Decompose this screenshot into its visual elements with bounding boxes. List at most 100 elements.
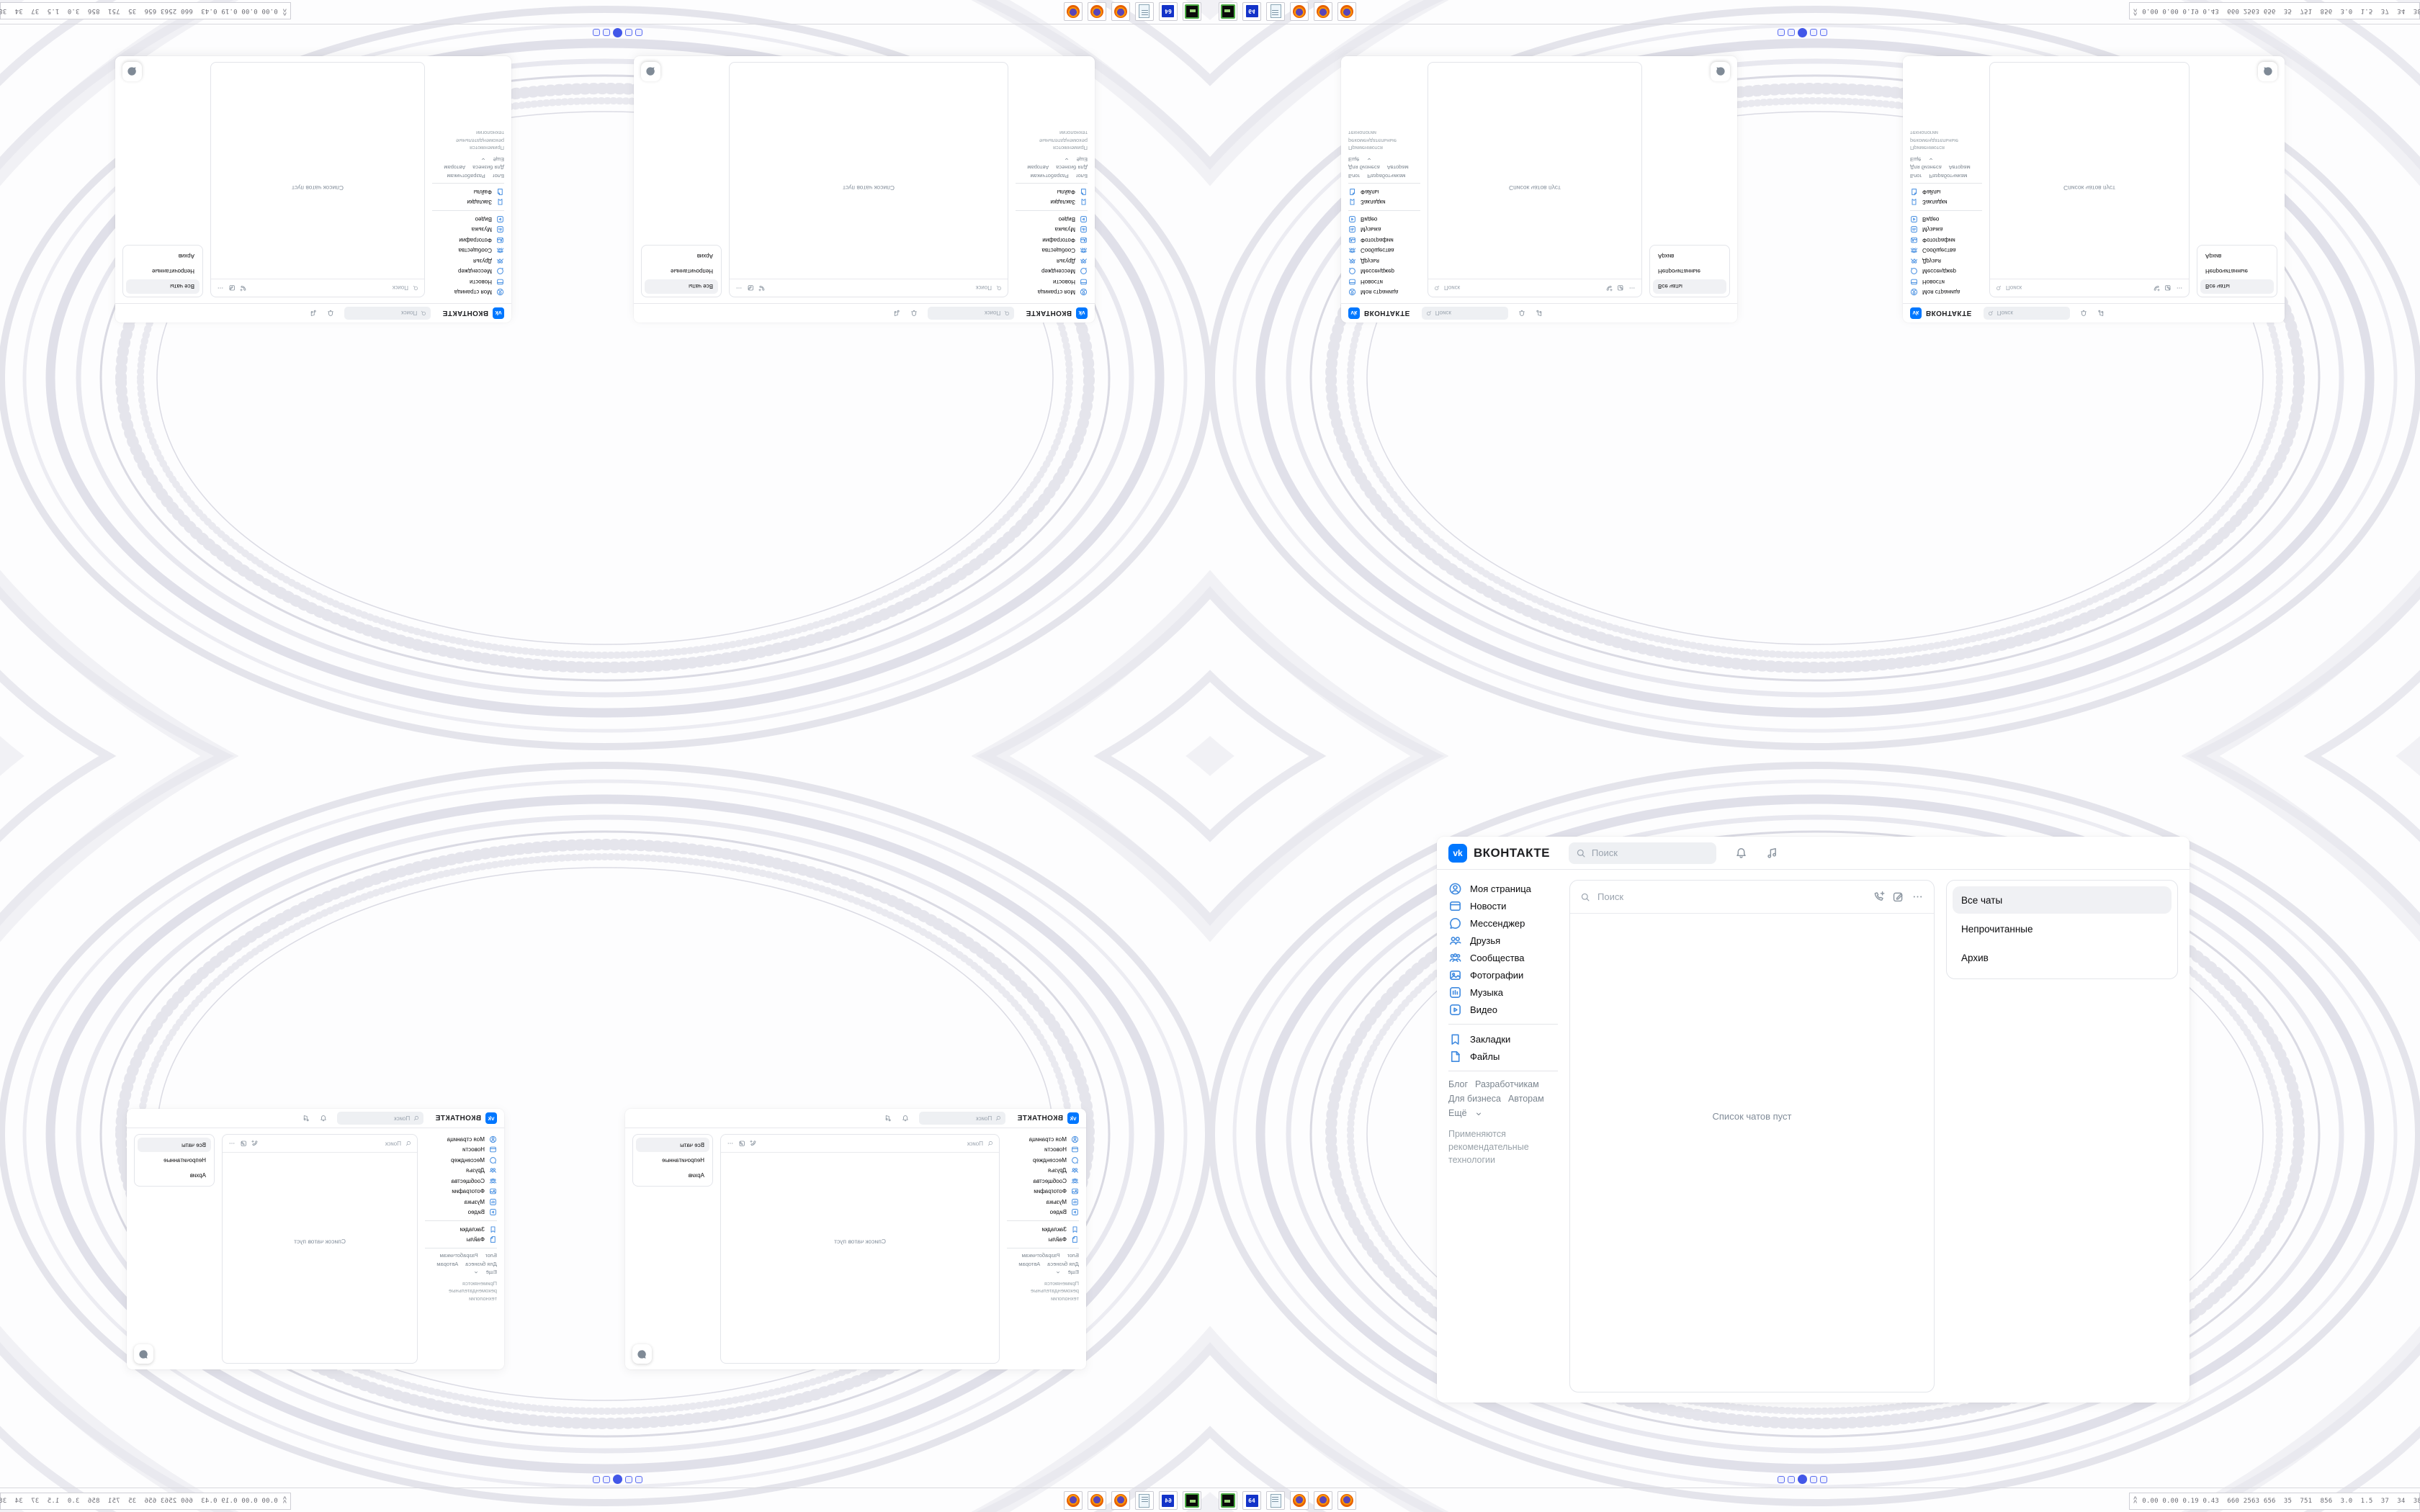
- music-icon[interactable]: [2097, 310, 2105, 317]
- mini-shield-icon[interactable]: [1810, 29, 1817, 37]
- music-icon[interactable]: [893, 310, 900, 317]
- chat-filter-2[interactable]: Архив: [178, 253, 194, 260]
- footer-link[interactable]: Блог: [492, 173, 504, 179]
- music-icon[interactable]: [1536, 310, 1543, 317]
- global-search-input[interactable]: Поиск: [1421, 307, 1508, 320]
- mini-tray-icons[interactable]: [593, 1475, 642, 1484]
- footer-link[interactable]: Блог: [1067, 1252, 1079, 1259]
- mini-bookmark-icon[interactable]: [593, 1475, 600, 1483]
- chat-filter-2[interactable]: Архив: [2205, 253, 2222, 260]
- vk-logo-icon[interactable]: vk: [1910, 307, 1922, 319]
- mini-shield-icon[interactable]: [603, 29, 610, 37]
- more-link[interactable]: Ещё: [485, 1269, 497, 1276]
- launcher-firefox-icon[interactable]: [1064, 1491, 1083, 1510]
- launcher-system-monitor-icon[interactable]: [1183, 1491, 1201, 1510]
- sidebar-item-photos[interactable]: Фотографии: [432, 235, 504, 246]
- sidebar-item-photos[interactable]: Фотографии: [1016, 235, 1088, 246]
- more-icon[interactable]: [727, 1140, 734, 1147]
- sidebar-item-video[interactable]: Видео: [1448, 1001, 1558, 1018]
- mini-refresh-icon[interactable]: [625, 29, 632, 37]
- chat-search-input[interactable]: Поиск: [1444, 284, 1461, 292]
- mini-tray-icons[interactable]: [593, 28, 642, 37]
- launcher-system-monitor-icon[interactable]: [1183, 2, 1201, 21]
- sidebar-item-bookmark[interactable]: Закладки: [1910, 197, 1982, 208]
- mini-doc-icon[interactable]: [635, 29, 642, 37]
- sidebar-item-file[interactable]: Файлы: [1910, 186, 1982, 197]
- floating-chat-button[interactable]: [134, 1344, 153, 1364]
- sidebar-item-profile[interactable]: Моя страница: [425, 1134, 497, 1145]
- mini-refresh-icon[interactable]: [625, 1475, 632, 1483]
- mini-bookmark-icon[interactable]: [1820, 29, 1827, 37]
- sidebar-item-friends[interactable]: Друзья: [425, 1166, 497, 1176]
- footer-link[interactable]: Авторам: [1507, 1094, 1544, 1104]
- mini-tray-icons[interactable]: [1778, 28, 1827, 37]
- sidebar-item-messenger[interactable]: Мессенджер: [432, 266, 504, 277]
- more-link[interactable]: Ещё: [1448, 1108, 1467, 1118]
- footer-link[interactable]: Для бизнеса: [1047, 1260, 1079, 1267]
- chat-filter-1[interactable]: Непрочитанные: [1658, 268, 1700, 275]
- chat-filter-0[interactable]: Все чаты: [126, 279, 200, 294]
- footer-link[interactable]: Авторам: [444, 164, 466, 171]
- sidebar-item-music[interactable]: Музыка: [425, 1197, 497, 1207]
- sidebar-item-music[interactable]: Музыка: [1016, 225, 1088, 235]
- chat-filter-0[interactable]: Все чаты: [636, 1138, 709, 1152]
- sidebar-item-friends[interactable]: Друзья: [1007, 1166, 1079, 1176]
- sidebar-item-video[interactable]: Видео: [1007, 1207, 1079, 1218]
- mini-dot-filled-icon[interactable]: [1798, 28, 1807, 37]
- footer-link[interactable]: Блог: [1448, 1079, 1469, 1089]
- chat-filter-2[interactable]: Архив: [189, 1171, 206, 1179]
- sidebar-item-groups[interactable]: Сообщества: [1007, 1176, 1079, 1187]
- launcher-system-monitor-icon[interactable]: [1219, 2, 1237, 21]
- add-call-icon[interactable]: [1873, 891, 1885, 903]
- launcher-firefox-icon[interactable]: [1314, 1491, 1332, 1510]
- footer-link[interactable]: Разработчикам: [1030, 173, 1069, 179]
- sidebar-item-friends[interactable]: Друзья: [1016, 256, 1088, 266]
- sidebar-item-groups[interactable]: Сообщества: [425, 1176, 497, 1187]
- bell-icon[interactable]: [902, 1115, 909, 1122]
- mini-dot-filled-icon[interactable]: [613, 1475, 622, 1484]
- sidebar-item-music[interactable]: Музыка: [1007, 1197, 1079, 1207]
- sidebar-item-messenger[interactable]: Мессенджер: [1348, 266, 1420, 277]
- sidebar-item-friends[interactable]: Друзья: [1348, 256, 1420, 266]
- bell-icon[interactable]: [320, 1115, 327, 1122]
- sidebar-item-friends[interactable]: Друзья: [1910, 256, 1982, 266]
- footer-link[interactable]: Авторам: [1027, 164, 1049, 171]
- sidebar-item-profile[interactable]: Моя страница: [1007, 1134, 1079, 1145]
- sidebar-item-video[interactable]: Видео: [1910, 214, 1982, 225]
- chat-filter-2[interactable]: Архив: [696, 253, 713, 260]
- more-icon[interactable]: [1912, 891, 1924, 903]
- sidebar-item-bookmark[interactable]: Закладки: [1448, 1030, 1558, 1048]
- sidebar-item-photos[interactable]: Фотографии: [1348, 235, 1420, 246]
- vk-logo-icon[interactable]: vk: [1348, 307, 1360, 319]
- more-icon[interactable]: [217, 284, 224, 292]
- vk-logo-icon[interactable]: vk: [1448, 843, 1467, 863]
- footer-link[interactable]: Авторам: [1948, 164, 1971, 171]
- sidebar-item-video[interactable]: Видео: [1348, 214, 1420, 225]
- launcher-firefox-icon[interactable]: [1064, 2, 1083, 21]
- sidebar-item-groups[interactable]: Сообщества: [432, 246, 504, 256]
- sidebar-item-news[interactable]: Новости: [1348, 276, 1420, 287]
- more-link[interactable]: Ещё: [1348, 156, 1360, 163]
- mini-bookmark-icon[interactable]: [1820, 1475, 1827, 1483]
- sidebar-item-file[interactable]: Файлы: [432, 186, 504, 197]
- chat-search-input[interactable]: Поиск: [967, 1140, 983, 1147]
- compose-icon[interactable]: [228, 284, 236, 292]
- footer-link[interactable]: Блог: [1348, 173, 1361, 179]
- launcher-firefox-icon[interactable]: [1111, 1491, 1130, 1510]
- launcher-firefox-icon[interactable]: [1088, 1491, 1106, 1510]
- launcher-floppy-icon[interactable]: 64: [1242, 1491, 1261, 1510]
- footer-link[interactable]: Блог: [1075, 173, 1088, 179]
- compose-icon[interactable]: [1617, 284, 1624, 292]
- music-icon[interactable]: [310, 310, 317, 317]
- more-link[interactable]: Ещё: [1910, 156, 1922, 163]
- sidebar-item-bookmark[interactable]: Закладки: [432, 197, 504, 208]
- music-icon[interactable]: [884, 1115, 892, 1122]
- footer-link[interactable]: Разработчикам: [1367, 173, 1406, 179]
- mini-tray-icons[interactable]: [1778, 1475, 1827, 1484]
- sidebar-item-profile[interactable]: Моя страница: [1448, 880, 1558, 897]
- sidebar-item-bookmark[interactable]: Закладки: [1016, 197, 1088, 208]
- add-call-icon[interactable]: [240, 284, 247, 292]
- sidebar-item-profile[interactable]: Моя страница: [1910, 287, 1982, 298]
- sidebar-item-messenger[interactable]: Мессенджер: [1016, 266, 1088, 277]
- sidebar-item-groups[interactable]: Сообщества: [1016, 246, 1088, 256]
